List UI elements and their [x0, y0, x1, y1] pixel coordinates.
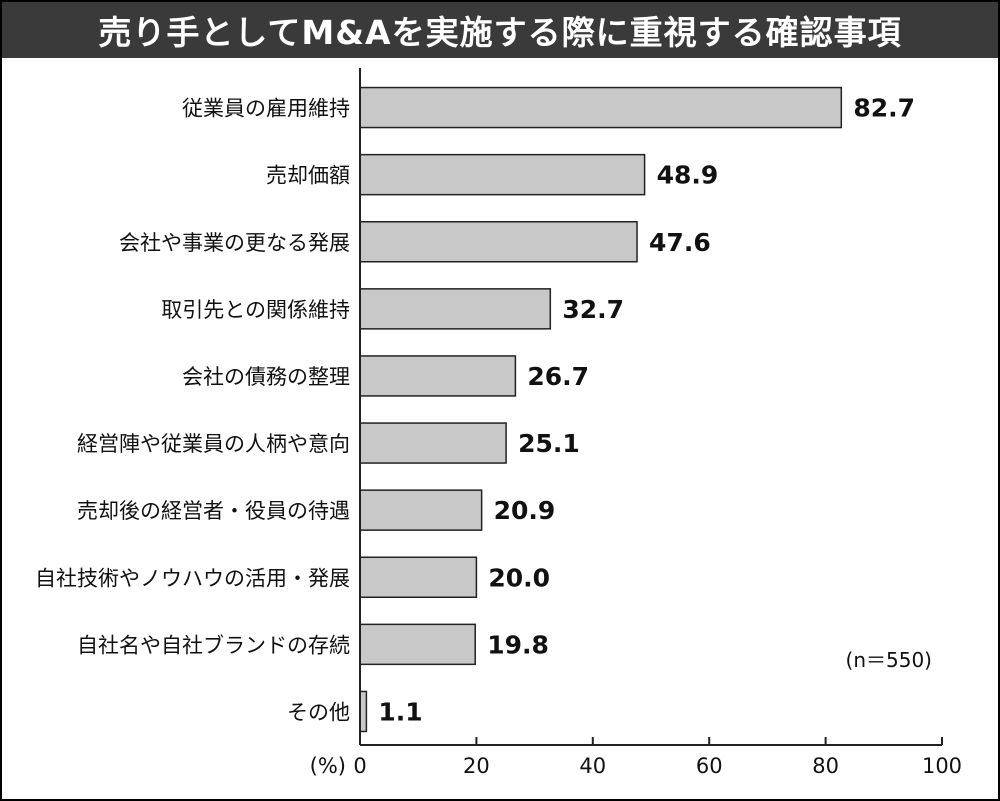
- value-label: 1.1: [378, 697, 422, 726]
- category-label: 従業員の雇用維持: [182, 97, 350, 121]
- bar: [359, 221, 638, 263]
- bar: [359, 86, 843, 129]
- bar: [359, 288, 552, 330]
- category-label: 会社の債務の整理: [182, 365, 350, 389]
- value-label: 32.7: [562, 295, 624, 324]
- chart-title: 売り手としてM&Aを実施する際に重視する確認事項: [2, 2, 998, 58]
- sample-size-note: (n＝550): [846, 648, 932, 672]
- value-label: 20.0: [488, 563, 550, 592]
- value-label: 25.1: [518, 429, 580, 458]
- x-tick-label: 100: [922, 754, 962, 778]
- bar: [359, 153, 646, 196]
- x-tick-label: 40: [579, 754, 606, 778]
- value-label: 20.9: [494, 496, 556, 525]
- value-label: 48.9: [657, 161, 719, 190]
- bar: [359, 355, 517, 397]
- category-label: 会社や事業の更なる発展: [119, 231, 350, 255]
- category-label: 経営陣や従業員の人柄や意向: [77, 432, 350, 456]
- x-tick-label: 20: [463, 754, 490, 778]
- x-tick-label: 60: [696, 754, 723, 778]
- category-label: 自社名や自社ブランドの存続: [77, 633, 350, 657]
- value-label: 26.7: [527, 362, 589, 391]
- value-label: 19.8: [487, 630, 549, 659]
- bar: [359, 623, 476, 666]
- bar: [359, 489, 483, 531]
- category-label: その他: [287, 700, 350, 724]
- bar: [359, 556, 478, 598]
- x-axis-unit-label: (%): [310, 754, 346, 778]
- value-label: 82.7: [853, 94, 915, 123]
- bar: [359, 422, 507, 464]
- category-label: 売却後の経営者・役員の待遇: [77, 499, 350, 523]
- category-label: 売却価額: [266, 164, 350, 188]
- category-label: 自社技術やノウハウの活用・発展: [35, 566, 350, 590]
- value-label: 47.6: [649, 228, 711, 257]
- x-tick-label: 80: [812, 754, 839, 778]
- category-label: 取引先との関係維持: [161, 298, 350, 322]
- x-tick-label: 0: [353, 754, 366, 778]
